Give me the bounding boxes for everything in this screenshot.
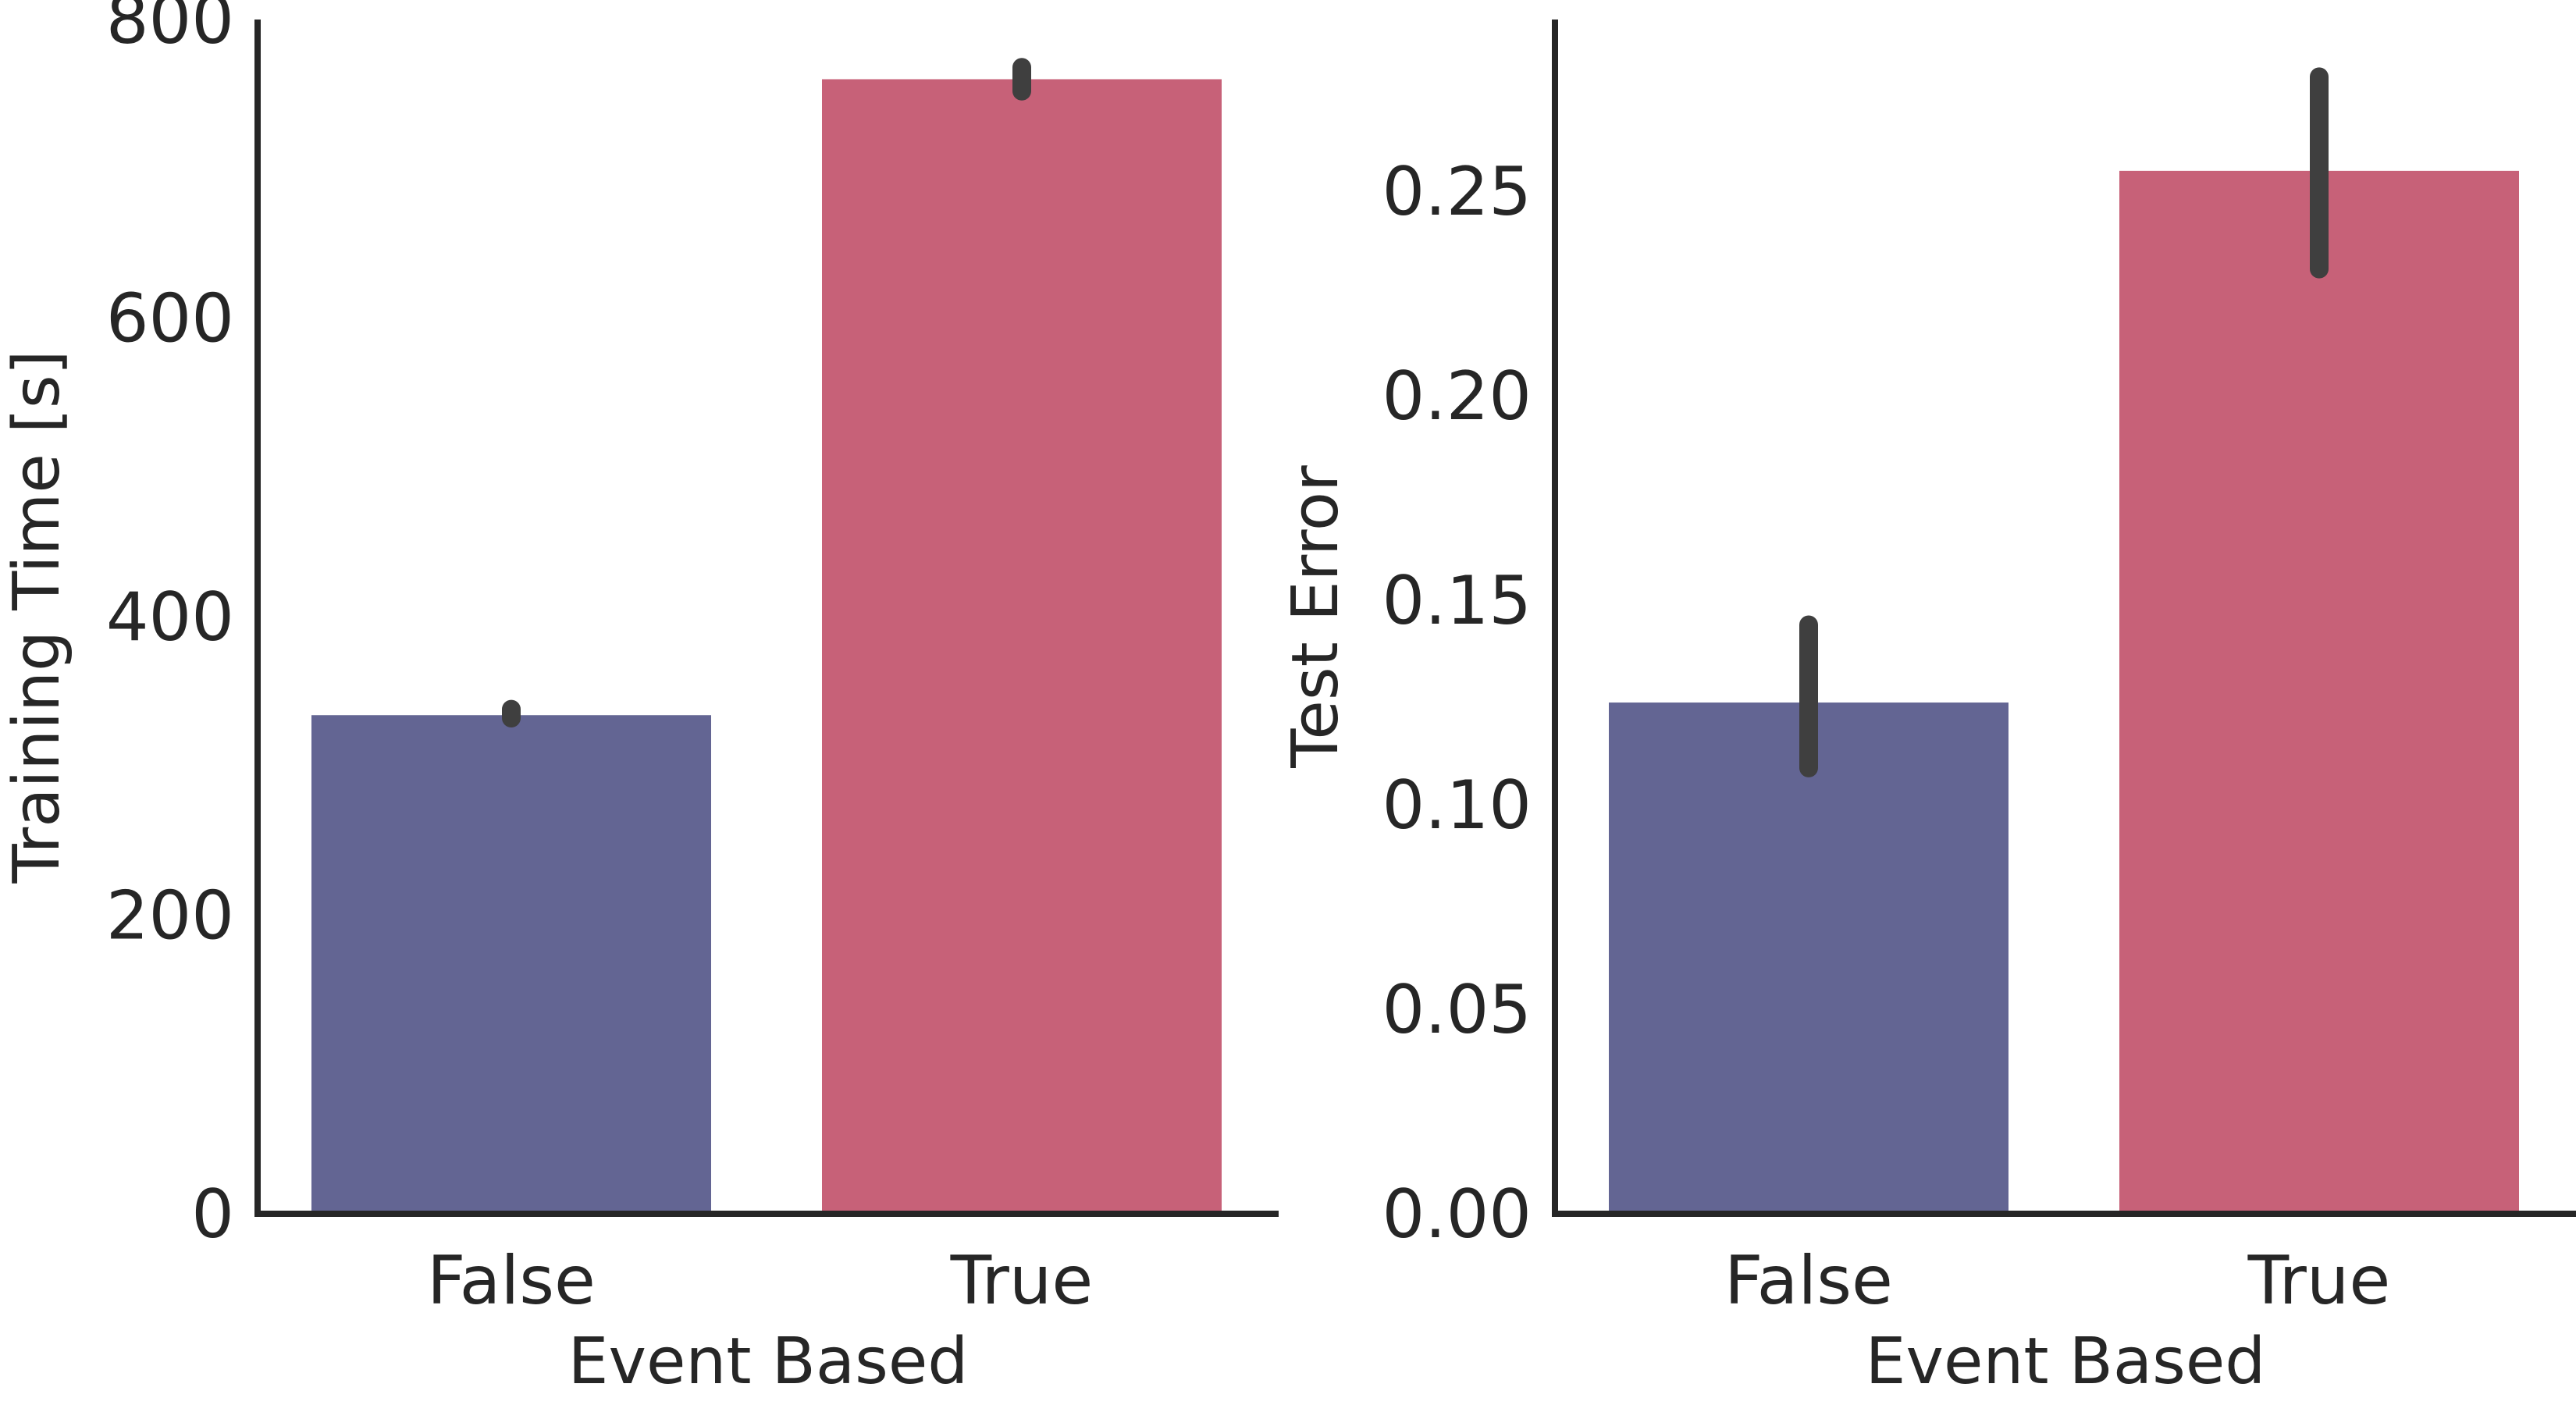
test-error-bars [1609, 170, 2519, 1214]
training-time-y-axis-label: Training Time [s] [0, 350, 74, 884]
test-error-axes [1552, 20, 2576, 1217]
training-time-y-tick-label: 0 [191, 1176, 234, 1254]
test-error-y-ticks: 0.00 0.05 0.10 0.15 0.20 0.25 [1382, 153, 1532, 1254]
training-time-bar-true [822, 79, 1222, 1214]
test-error-y-tick-label: 0.20 [1382, 357, 1532, 436]
test-error-error-bars [1799, 67, 2329, 777]
training-time-y-tick-label: 600 [106, 280, 234, 358]
training-time-y-ticks: 0 200 400 600 800 [106, 0, 234, 1254]
training-time-chart: 0 200 400 600 800 False True Event Based Trai… [0, 0, 1279, 1399]
test-error-chart: 0.00 0.05 0.10 0.15 0.20 0.25 False True Event… [1279, 20, 2576, 1399]
test-error-x-tick-label-true: True [2247, 1242, 2391, 1320]
training-time-y-tick-label: 800 [106, 0, 234, 59]
test-error-x-tick-label-false: False [1724, 1242, 1893, 1320]
test-error-y-tick-label: 0.25 [1382, 153, 1532, 231]
training-time-error-bars [502, 58, 1031, 728]
training-time-x-ticks: False True [427, 1242, 1093, 1320]
test-error-x-ticks: False True [1724, 1242, 2390, 1320]
training-time-x-tick-label-false: False [427, 1242, 596, 1320]
training-time-bar-false [311, 715, 711, 1214]
training-time-x-axis-label: Event Based [568, 1325, 969, 1399]
training-time-axes [254, 20, 1279, 1217]
test-error-x-axis-label: Event Based [1866, 1325, 2266, 1399]
test-error-bar-false [1609, 702, 2008, 1214]
test-error-y-tick-label: 0.00 [1382, 1176, 1532, 1254]
test-error-y-tick-label: 0.15 [1382, 562, 1532, 640]
test-error-y-tick-label: 0.05 [1382, 971, 1532, 1049]
training-time-bars [311, 79, 1222, 1214]
test-error-y-axis-label: Test Error [1279, 465, 1353, 769]
training-time-y-tick-label: 200 [106, 877, 234, 955]
training-time-y-tick-label: 400 [106, 578, 234, 656]
training-time-x-tick-label-true: True [950, 1242, 1094, 1320]
test-error-bar-true [2119, 170, 2519, 1214]
test-error-y-tick-label: 0.10 [1382, 767, 1532, 845]
